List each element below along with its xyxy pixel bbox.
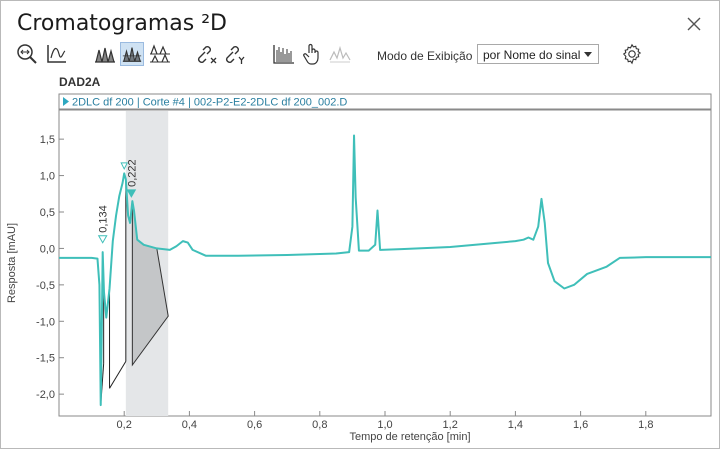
peak-label: 0,134 bbox=[98, 205, 110, 233]
y-tick-label: -2,0 bbox=[36, 389, 55, 401]
x-tick-label: 0,8 bbox=[312, 419, 327, 431]
y-tick-label: -1,0 bbox=[36, 316, 55, 328]
y-tick-label: 1,5 bbox=[40, 134, 55, 146]
y-tick-label: -1,5 bbox=[36, 353, 55, 365]
peak-marker-icon bbox=[97, 235, 108, 244]
y-tick-label: -0,5 bbox=[36, 280, 55, 292]
x-tick-label: 0,2 bbox=[117, 419, 132, 431]
peak-marker-icon bbox=[120, 162, 129, 171]
chromatogram-plot[interactable]: 2DLC df 200 | Corte #4 | 002-P2-E2-2DLC … bbox=[1, 89, 719, 447]
overlay-peaks-icon[interactable] bbox=[93, 42, 117, 66]
display-mode-select[interactable]: por Nome do sinal bbox=[477, 44, 599, 64]
x-tick-label: 0,6 bbox=[247, 419, 262, 431]
spectrum-icon[interactable] bbox=[272, 42, 296, 66]
chromatogram-trace bbox=[59, 134, 711, 407]
split-peaks-icon[interactable] bbox=[148, 42, 172, 66]
legend-entry: 2DLC df 200 | Corte #4 | 002-P2-E2-2DLC … bbox=[72, 97, 347, 109]
window-title: Cromatogramas ²D bbox=[17, 11, 227, 36]
display-mode-label: Modo de Exibição bbox=[377, 49, 473, 63]
x-tick-label: 0,4 bbox=[182, 419, 197, 431]
peaks-disabled-icon[interactable] bbox=[328, 42, 352, 66]
y-tick-label: 0,0 bbox=[40, 243, 55, 255]
legend-box bbox=[58, 93, 712, 110]
chevron-down-icon bbox=[584, 52, 592, 57]
gear-icon[interactable] bbox=[621, 43, 643, 65]
y-tick-label: 0,5 bbox=[40, 207, 55, 219]
x-tick-label: 1,0 bbox=[377, 419, 392, 431]
stacked-peaks-icon[interactable] bbox=[120, 42, 144, 66]
x-tick-label: 1,2 bbox=[443, 419, 458, 431]
zoom-fit-icon[interactable] bbox=[15, 42, 39, 66]
axis-chart-icon[interactable] bbox=[45, 42, 69, 66]
link-y-icon[interactable] bbox=[223, 42, 247, 66]
signal-name: DAD2A bbox=[59, 75, 101, 89]
x-tick-label: 1,6 bbox=[573, 419, 588, 431]
baseline-segment bbox=[109, 361, 127, 389]
legend-marker-icon bbox=[63, 97, 69, 106]
peak-marker-icon bbox=[126, 189, 137, 198]
display-mode-value: por Nome do sinal bbox=[483, 48, 581, 62]
y-axis-label: Resposta [mAU] bbox=[6, 223, 18, 303]
x-tick-label: 1,8 bbox=[638, 419, 653, 431]
close-icon[interactable] bbox=[685, 15, 703, 33]
x-tick-label: 1,4 bbox=[508, 419, 523, 431]
peak-label: 0,222 bbox=[126, 159, 138, 187]
toolbar: Modo de Exibição por Nome do sinal bbox=[15, 42, 705, 70]
y-tick-label: 1,0 bbox=[40, 171, 55, 183]
link-x-icon[interactable] bbox=[195, 42, 219, 66]
x-axis-label: Tempo de retenção [min] bbox=[349, 431, 470, 443]
hand-pointer-icon[interactable] bbox=[300, 42, 324, 66]
